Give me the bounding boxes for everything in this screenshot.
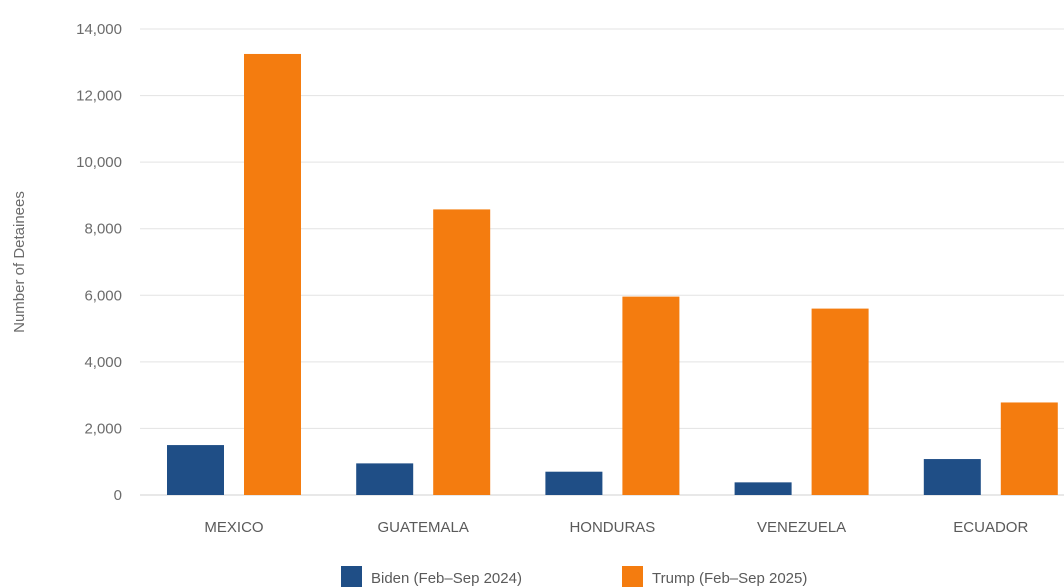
y-tick-label: 6,000 [84, 287, 122, 304]
bar-biden-venezuela [734, 482, 792, 495]
legend-swatch-trump [622, 566, 643, 587]
y-axis-title: Number of Detainees [11, 191, 28, 333]
y-tick-label: 10,000 [76, 154, 122, 171]
bar-trump-venezuela [811, 308, 869, 495]
bars [167, 53, 1058, 495]
bar-trump-guatemala [433, 209, 491, 495]
legend-swatch-biden [341, 566, 362, 587]
x-category-label: VENEZUELA [757, 519, 846, 536]
legend: Biden (Feb–Sep 2024) Trump (Feb–Sep 2025… [341, 566, 807, 587]
bar-biden-ecuador [923, 459, 981, 495]
y-tick-label: 14,000 [76, 21, 122, 38]
legend-label-trump: Trump (Feb–Sep 2025) [652, 570, 807, 587]
y-tick-label: 4,000 [84, 354, 122, 371]
y-tick-label: 2,000 [84, 420, 122, 437]
x-category-label: MEXICO [204, 519, 263, 536]
legend-label-biden: Biden (Feb–Sep 2024) [371, 570, 522, 587]
bar-biden-mexico [167, 445, 224, 495]
bar-trump-ecuador [1000, 402, 1058, 495]
y-tick-label: 12,000 [76, 88, 122, 105]
bar-biden-honduras [545, 471, 603, 495]
y-tick-label: 8,000 [84, 221, 122, 238]
x-axis-labels: MEXICO GUATEMALA HONDURAS VENEZUELA ECUADOR [204, 519, 1028, 536]
x-category-label: ECUADOR [953, 519, 1028, 536]
bar-trump-mexico [244, 53, 301, 495]
x-category-label: GUATEMALA [377, 519, 468, 536]
bar-trump-honduras [622, 296, 680, 495]
bar-biden-guatemala [356, 463, 414, 495]
y-axis-ticks: 0 2,000 4,000 6,000 8,000 10,000 12,000 14,000 [76, 21, 122, 504]
y-tick-label: 0 [114, 487, 122, 504]
x-category-label: HONDURAS [569, 519, 655, 536]
